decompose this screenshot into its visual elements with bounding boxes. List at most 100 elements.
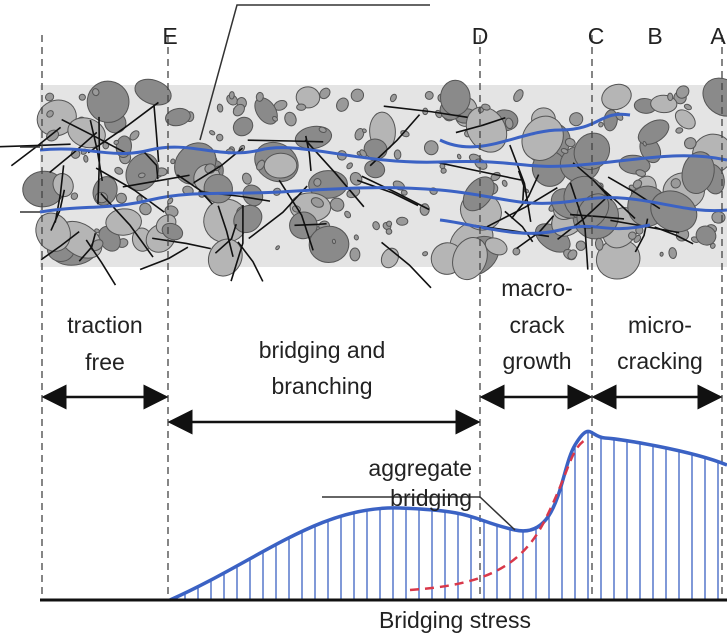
stone xyxy=(422,251,429,257)
stone xyxy=(52,173,74,198)
stone xyxy=(674,109,696,130)
fiber xyxy=(294,222,327,227)
stone xyxy=(659,251,664,257)
region-label: growth xyxy=(502,348,571,374)
stone xyxy=(353,234,359,241)
stone xyxy=(256,159,266,171)
stone xyxy=(44,92,55,102)
stone xyxy=(46,110,54,118)
stone xyxy=(484,237,508,256)
stone xyxy=(232,116,254,137)
stone xyxy=(683,137,697,150)
stone xyxy=(233,204,263,234)
stone xyxy=(161,222,184,241)
stone xyxy=(170,158,176,165)
region-label: bridging and xyxy=(259,337,386,363)
stone xyxy=(296,103,307,111)
stone xyxy=(628,231,637,240)
fiber xyxy=(383,105,468,119)
stone xyxy=(501,179,508,187)
region-label: crack xyxy=(510,312,565,338)
stone xyxy=(275,245,280,251)
region-label: traction xyxy=(67,312,142,338)
stone xyxy=(331,238,336,245)
stone xyxy=(308,170,348,199)
stone xyxy=(456,153,462,160)
stone xyxy=(313,178,322,187)
fiber xyxy=(504,210,534,243)
cracks xyxy=(39,112,727,235)
stone xyxy=(567,249,578,260)
stone xyxy=(400,189,408,196)
fiber xyxy=(122,174,190,188)
region-label: micro- xyxy=(628,312,692,338)
stone xyxy=(349,247,361,262)
stone xyxy=(36,99,77,137)
stone xyxy=(228,91,235,100)
region-label: macro- xyxy=(501,275,573,301)
stone xyxy=(569,112,584,127)
stone xyxy=(319,87,331,100)
stone xyxy=(134,78,172,106)
fiber xyxy=(49,131,98,174)
fiber xyxy=(509,144,532,222)
stress-curve xyxy=(169,429,727,602)
stone xyxy=(361,128,367,134)
fiber xyxy=(572,162,613,201)
fiber xyxy=(517,170,525,201)
fiber xyxy=(87,101,159,154)
stone xyxy=(637,119,670,145)
annotation: aggregate xyxy=(368,455,472,481)
stone xyxy=(209,130,216,136)
stone xyxy=(393,149,402,160)
region-label: branching xyxy=(271,373,372,399)
zone-letter: D xyxy=(472,23,489,49)
stone xyxy=(242,184,264,207)
stone xyxy=(329,197,345,212)
stone xyxy=(675,85,690,99)
stone xyxy=(668,247,677,260)
stone xyxy=(670,178,681,189)
stone xyxy=(203,173,233,204)
stone xyxy=(594,237,604,251)
region-label: free xyxy=(85,349,125,375)
stone xyxy=(440,167,447,174)
stone xyxy=(598,121,604,128)
fiber xyxy=(152,237,211,250)
stone xyxy=(83,154,89,163)
stone xyxy=(440,79,471,116)
stone xyxy=(137,172,146,179)
stone xyxy=(349,171,363,186)
stone xyxy=(372,221,380,231)
stone xyxy=(232,103,245,117)
stone xyxy=(336,97,349,112)
stone xyxy=(284,111,297,127)
stone xyxy=(675,127,684,134)
stone xyxy=(575,240,587,251)
stone xyxy=(78,93,86,101)
stone xyxy=(35,212,71,252)
aggregate-curve xyxy=(409,438,586,592)
stone xyxy=(504,117,514,130)
stone xyxy=(601,83,632,111)
fiber xyxy=(139,246,189,271)
zone-letter: A xyxy=(710,23,726,49)
stone xyxy=(354,128,365,141)
stone xyxy=(481,103,491,111)
fiber xyxy=(248,185,308,240)
zone-letter: B xyxy=(647,23,662,49)
stone xyxy=(560,148,569,154)
stone xyxy=(70,192,79,200)
stone xyxy=(452,237,488,281)
zone-letter: E xyxy=(162,23,177,49)
stone xyxy=(513,89,524,102)
stone xyxy=(318,126,327,133)
fiber xyxy=(95,167,165,213)
stone xyxy=(90,239,104,252)
stone xyxy=(683,103,692,111)
stone xyxy=(632,179,643,189)
stone xyxy=(207,238,243,277)
stone xyxy=(310,197,324,208)
fiber xyxy=(217,205,234,257)
